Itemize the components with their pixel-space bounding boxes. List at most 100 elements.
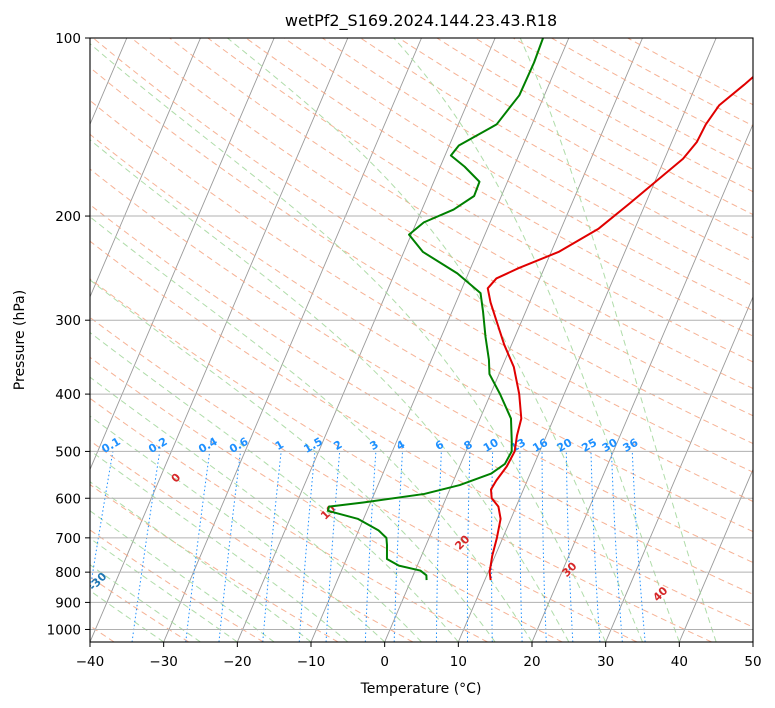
dry-adiabat-line bbox=[245, 38, 753, 337]
moist-adiabat-line bbox=[90, 376, 422, 642]
mixing-ratio-label: 10 bbox=[481, 436, 501, 455]
dry-adiabat-line bbox=[90, 278, 712, 642]
mixing-ratio-label: 1.5 bbox=[301, 435, 324, 456]
dry-adiabat-line bbox=[90, 529, 264, 642]
plot-frame bbox=[89, 37, 754, 643]
moist-adiabat-label: 30 bbox=[560, 559, 580, 579]
dry-adiabat-line bbox=[90, 99, 753, 503]
mixing-ratio-label: 16 bbox=[530, 436, 550, 455]
moist-adiabat-line bbox=[90, 537, 238, 642]
mixing-ratio-line bbox=[90, 451, 114, 593]
dry-adiabat-line bbox=[90, 576, 190, 642]
mixing-ratio-label: 0.6 bbox=[227, 435, 251, 456]
dry-adiabat-line bbox=[90, 133, 753, 533]
chart-title: wetPf2_S169.2024.144.23.43.R18 bbox=[285, 11, 557, 31]
mixing-ratio-label: 0.4 bbox=[196, 435, 220, 456]
dry-adiabat-line bbox=[90, 168, 753, 564]
reference-line-labels: -100-90-80-70-60-50-40-30-20-10010203040… bbox=[90, 435, 671, 664]
moist-adiabat-line bbox=[227, 38, 643, 642]
moist-adiabat-line bbox=[90, 279, 496, 642]
x-axis-label: Temperature (°C) bbox=[360, 681, 482, 697]
x-tick-label: −40 bbox=[76, 654, 105, 670]
dry-adiabat-line bbox=[90, 316, 638, 642]
moist-adiabat-line bbox=[90, 481, 312, 642]
moist-adiabat-line bbox=[519, 38, 717, 642]
dry-adiabat-line bbox=[90, 440, 414, 642]
y-tick-label: 400 bbox=[55, 387, 81, 403]
moist-adiabat-line bbox=[90, 449, 349, 642]
dry-adiabat-line bbox=[90, 66, 753, 473]
mixing-ratio-label: 4 bbox=[394, 438, 407, 453]
moist-adiabat-line bbox=[90, 564, 201, 642]
dry-adiabat-line bbox=[169, 38, 753, 390]
y-tick-label: 300 bbox=[55, 313, 81, 329]
x-axis: −40 −30 −20 −10 0 10 20 30 40 50 bbox=[76, 642, 762, 670]
mixing-ratio-label: 8 bbox=[462, 438, 475, 453]
mixing-ratio-label: 6 bbox=[433, 438, 446, 453]
x-tick-label: −10 bbox=[297, 654, 326, 670]
x-tick-label: 40 bbox=[671, 654, 688, 670]
x-tick-label: 50 bbox=[744, 654, 761, 670]
isotherm-line bbox=[236, 38, 496, 642]
moist-adiabat-line bbox=[90, 415, 386, 642]
dry-adiabat-line bbox=[90, 240, 753, 628]
moist-adiabat-line bbox=[90, 43, 607, 642]
dry-adiabat-line bbox=[90, 356, 563, 642]
dry-adiabat-line bbox=[589, 38, 753, 127]
profile-series bbox=[326, 38, 753, 581]
y-tick-label: 1000 bbox=[47, 622, 81, 638]
moist-adiabat-line bbox=[393, 38, 680, 642]
y-axis-label: Pressure (hPa) bbox=[12, 290, 28, 390]
y-tick-label: 900 bbox=[55, 595, 81, 611]
x-tick-label: 30 bbox=[597, 654, 614, 670]
isotherm-line bbox=[90, 38, 201, 299]
isotherm-line bbox=[90, 38, 275, 471]
isotherm-line bbox=[90, 38, 349, 642]
isotherm-line bbox=[605, 295, 753, 642]
y-tick-label: 800 bbox=[55, 565, 81, 581]
dry-adiabat-label: -20 bbox=[272, 641, 295, 664]
mixing-ratio-label: 20 bbox=[555, 436, 575, 455]
isotherm-line bbox=[678, 468, 753, 642]
moist-adiabat-label: 0 bbox=[169, 471, 184, 486]
dry-adiabat-line bbox=[360, 38, 753, 263]
mixing-ratio-line bbox=[631, 451, 646, 642]
moist-adiabat-line bbox=[90, 216, 533, 642]
dry-adiabat-line bbox=[322, 38, 753, 287]
moist-adiabat-line bbox=[90, 139, 570, 642]
x-tick-label: 0 bbox=[380, 654, 389, 670]
mixing-ratio-line bbox=[519, 451, 523, 642]
x-tick-label: −30 bbox=[149, 654, 178, 670]
mixing-ratio-line bbox=[491, 451, 494, 642]
x-tick-label: −20 bbox=[223, 654, 252, 670]
x-tick-label: 20 bbox=[523, 654, 540, 670]
dry-adiabat-line bbox=[283, 38, 753, 312]
y-tick-label: 600 bbox=[55, 491, 81, 507]
dry-adiabat-line bbox=[92, 38, 753, 445]
pressure-grid bbox=[90, 38, 753, 630]
mixing-ratio-line bbox=[565, 451, 574, 642]
mixing-ratio-line bbox=[185, 451, 211, 642]
mixing-ratio-label: 0.2 bbox=[146, 435, 169, 456]
dry-adiabat-line bbox=[90, 484, 339, 642]
isotherm-line bbox=[752, 640, 753, 642]
y-tick-label: 200 bbox=[55, 209, 81, 225]
mixing-ratio-label: 25 bbox=[579, 436, 599, 455]
moist-adiabat-line bbox=[90, 590, 164, 642]
y-tick-label: 100 bbox=[55, 31, 81, 47]
y-axis: 100 200 300 400 500 600 700 800 900 1000 bbox=[47, 31, 90, 638]
mixing-ratio-label: 30 bbox=[600, 436, 620, 455]
y-tick-label: 700 bbox=[55, 531, 81, 547]
x-tick-label: 10 bbox=[450, 654, 467, 670]
mixing-ratio-label: 2 bbox=[331, 438, 344, 453]
mixing-ratio-line bbox=[218, 451, 242, 642]
dewpoint-profile-line bbox=[326, 38, 544, 581]
mixing-ratio-line bbox=[131, 451, 161, 642]
mixing-ratio-label: 3 bbox=[368, 438, 381, 453]
dry-adiabat-line bbox=[551, 38, 753, 148]
dry-adiabat-line bbox=[90, 397, 488, 642]
temperature-profile-line bbox=[486, 75, 753, 581]
mixing-ratio-line bbox=[435, 451, 442, 642]
moist-adiabat-line bbox=[90, 510, 275, 642]
